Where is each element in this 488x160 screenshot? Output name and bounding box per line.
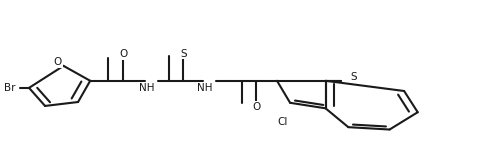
Text: O: O (54, 57, 62, 67)
Text: Cl: Cl (278, 117, 288, 127)
Text: S: S (181, 49, 187, 59)
Text: NH: NH (198, 83, 213, 93)
Text: O: O (252, 102, 261, 112)
Text: Br: Br (4, 83, 16, 93)
Text: S: S (351, 72, 357, 82)
Text: O: O (119, 49, 127, 59)
Text: NH: NH (139, 83, 155, 93)
